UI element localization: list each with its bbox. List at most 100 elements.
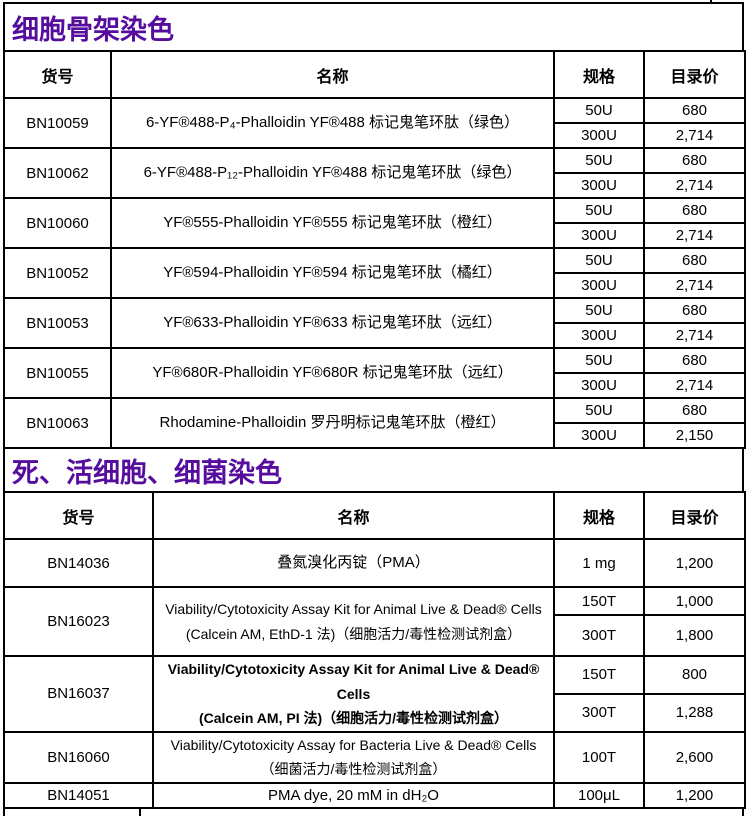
price-cell: 2,600: [643, 730, 746, 784]
table-row: BN14051 PMA dye, 20 mM in dH₂O 100μL 1,2…: [3, 781, 746, 809]
product-name-cell: YF®680R-Phalloidin YF®680R 标记鬼笔环肽（远红）: [110, 347, 555, 399]
product-table-cytoskeleton: 货号 名称 规格 目录价 BN10059 6-YF®488-P₄-Phalloi…: [3, 50, 746, 449]
catalog-number-cell: BN16037: [3, 655, 154, 733]
catalog-number-cell: BN10060: [3, 197, 112, 249]
table-row: BN10062 6-YF®488-P₁₂-Phalloidin YF®488 标…: [3, 147, 746, 199]
section-title-cytoskeleton: 细胞骨架染色: [3, 4, 744, 50]
table-row: BN10055 YF®680R-Phalloidin YF®680R 标记鬼笔环…: [3, 347, 746, 399]
spec-cell: 300T: [553, 614, 645, 657]
price-cell: 680: [643, 297, 746, 324]
previous-table-remnant: [3, 0, 744, 2]
table-row: 300U 2,714: [4, 272, 746, 299]
product-name-cell: Viability/Cytotoxicity Assay Kit for Ani…: [152, 655, 555, 733]
table-row: 300U 2,714: [4, 322, 746, 349]
spec-cell: 50U: [553, 347, 645, 374]
product-name-cell: Viability/Cytotoxicity Assay Kit for Ani…: [152, 586, 555, 657]
table-row: BN10053 YF®633-Phalloidin YF®633 标记鬼笔环肽（…: [3, 297, 746, 349]
catalog-page: 细胞骨架染色 货号 名称 规格 目录价 BN10059 6-YF®488-P₄-…: [3, 0, 746, 816]
price-cell: 1,000: [643, 586, 746, 616]
table-row: 300U 2,714: [4, 122, 746, 149]
spec-cell: 50U: [553, 97, 645, 124]
catalog-number-cell: BN14051: [3, 781, 154, 809]
spec-cell: 100μL: [553, 781, 645, 809]
top-border-line: [3, 2, 744, 4]
next-table-column-tick: [139, 808, 141, 816]
spec-cell: 150T: [553, 586, 645, 616]
table-row: 300U 2,714: [4, 222, 746, 249]
table-row: 300U 2,714: [4, 372, 746, 399]
column-header-catalog: 货号: [3, 50, 112, 99]
product-name-cell: Viability/Cytotoxicity Assay for Bacteri…: [152, 730, 555, 784]
spec-cell: 300U: [553, 422, 645, 449]
price-cell: 2,714: [643, 322, 746, 349]
next-table-remnant: [3, 808, 744, 816]
column-header-spec: 规格: [553, 491, 645, 540]
spec-cell: 300U: [553, 272, 645, 299]
spec-cell: 50U: [553, 397, 645, 424]
product-name-cell: YF®594-Phalloidin YF®594 标记鬼笔环肽（橘红）: [110, 247, 555, 299]
previous-table-column-tick: [710, 0, 712, 2]
product-name-cell: PMA dye, 20 mM in dH₂O: [152, 781, 555, 809]
table-row: BN10063 Rhodamine-Phalloidin 罗丹明标记鬼笔环肽（橙…: [3, 397, 746, 449]
spec-cell: 300T: [553, 692, 645, 733]
product-name-cell: 6-YF®488-P₁₂-Phalloidin YF®488 标记鬼笔环肽（绿色…: [110, 147, 555, 199]
catalog-number-cell: BN16060: [3, 730, 154, 784]
price-cell: 800: [643, 655, 746, 695]
table-header-row: 货号 名称 规格 目录价: [3, 491, 746, 540]
price-cell: 680: [643, 347, 746, 374]
catalog-number-cell: BN10053: [3, 297, 112, 349]
product-name-cell: YF®633-Phalloidin YF®633 标记鬼笔环肽（远红）: [110, 297, 555, 349]
catalog-number-cell: BN10063: [3, 397, 112, 449]
column-header-name: 名称: [152, 491, 555, 540]
price-cell: 680: [643, 97, 746, 124]
catalog-number-cell: BN10059: [3, 97, 112, 149]
price-cell: 2,714: [643, 172, 746, 199]
price-cell: 680: [643, 397, 746, 424]
product-name-cell: Rhodamine-Phalloidin 罗丹明标记鬼笔环肽（橙红）: [110, 397, 555, 449]
column-header-name: 名称: [110, 50, 555, 99]
spec-cell: 300U: [553, 372, 645, 399]
spec-cell: 50U: [553, 197, 645, 224]
table-row: 300T 1,800: [4, 614, 746, 657]
spec-cell: 300U: [553, 222, 645, 249]
price-cell: 2,714: [643, 372, 746, 399]
price-cell: 1,200: [643, 538, 746, 588]
table-row: 300U 2,714: [4, 172, 746, 199]
catalog-number-cell: BN16023: [3, 586, 154, 657]
price-cell: 2,714: [643, 272, 746, 299]
catalog-number-cell: BN10062: [3, 147, 112, 199]
column-header-catalog: 货号: [3, 491, 154, 540]
spec-cell: 50U: [553, 297, 645, 324]
catalog-number-cell: BN10052: [3, 247, 112, 299]
price-cell: 2,150: [643, 422, 746, 449]
product-name-cell: 6-YF®488-P₄-Phalloidin YF®488 标记鬼笔环肽（绿色）: [110, 97, 555, 149]
spec-cell: 1 mg: [553, 538, 645, 588]
column-header-price: 目录价: [643, 491, 746, 540]
product-table-live-dead: 货号 名称 规格 目录价 BN14036 叠氮溴化丙锭（PMA） 1 mg 1,…: [3, 491, 746, 809]
price-cell: 680: [643, 197, 746, 224]
price-cell: 2,714: [643, 222, 746, 249]
catalog-number-cell: BN14036: [3, 538, 154, 588]
table-row: BN10052 YF®594-Phalloidin YF®594 标记鬼笔环肽（…: [3, 247, 746, 299]
spec-cell: 50U: [553, 147, 645, 174]
price-cell: 1,288: [643, 692, 746, 733]
column-header-price: 目录价: [643, 50, 746, 99]
table-row: BN10060 YF®555-Phalloidin YF®555 标记鬼笔环肽（…: [3, 197, 746, 249]
spec-cell: 300U: [553, 322, 645, 349]
spec-cell: 150T: [553, 655, 645, 695]
table-row: BN16060 Viability/Cytotoxicity Assay for…: [3, 730, 746, 784]
price-cell: 1,800: [643, 614, 746, 657]
price-cell: 680: [643, 147, 746, 174]
table-row: BN16023 Viability/Cytotoxicity Assay Kit…: [3, 586, 746, 657]
section-title-live-dead: 死、活细胞、细菌染色: [3, 449, 744, 491]
table-row: BN14036 叠氮溴化丙锭（PMA） 1 mg 1,200: [3, 538, 746, 588]
spec-cell: 100T: [553, 730, 645, 784]
product-name-cell: YF®555-Phalloidin YF®555 标记鬼笔环肽（橙红）: [110, 197, 555, 249]
spec-cell: 50U: [553, 247, 645, 274]
column-header-spec: 规格: [553, 50, 645, 99]
table-row: BN10059 6-YF®488-P₄-Phalloidin YF®488 标记…: [3, 97, 746, 149]
spec-cell: 300U: [553, 172, 645, 199]
spec-cell: 300U: [553, 122, 645, 149]
price-cell: 2,714: [643, 122, 746, 149]
price-cell: 680: [643, 247, 746, 274]
